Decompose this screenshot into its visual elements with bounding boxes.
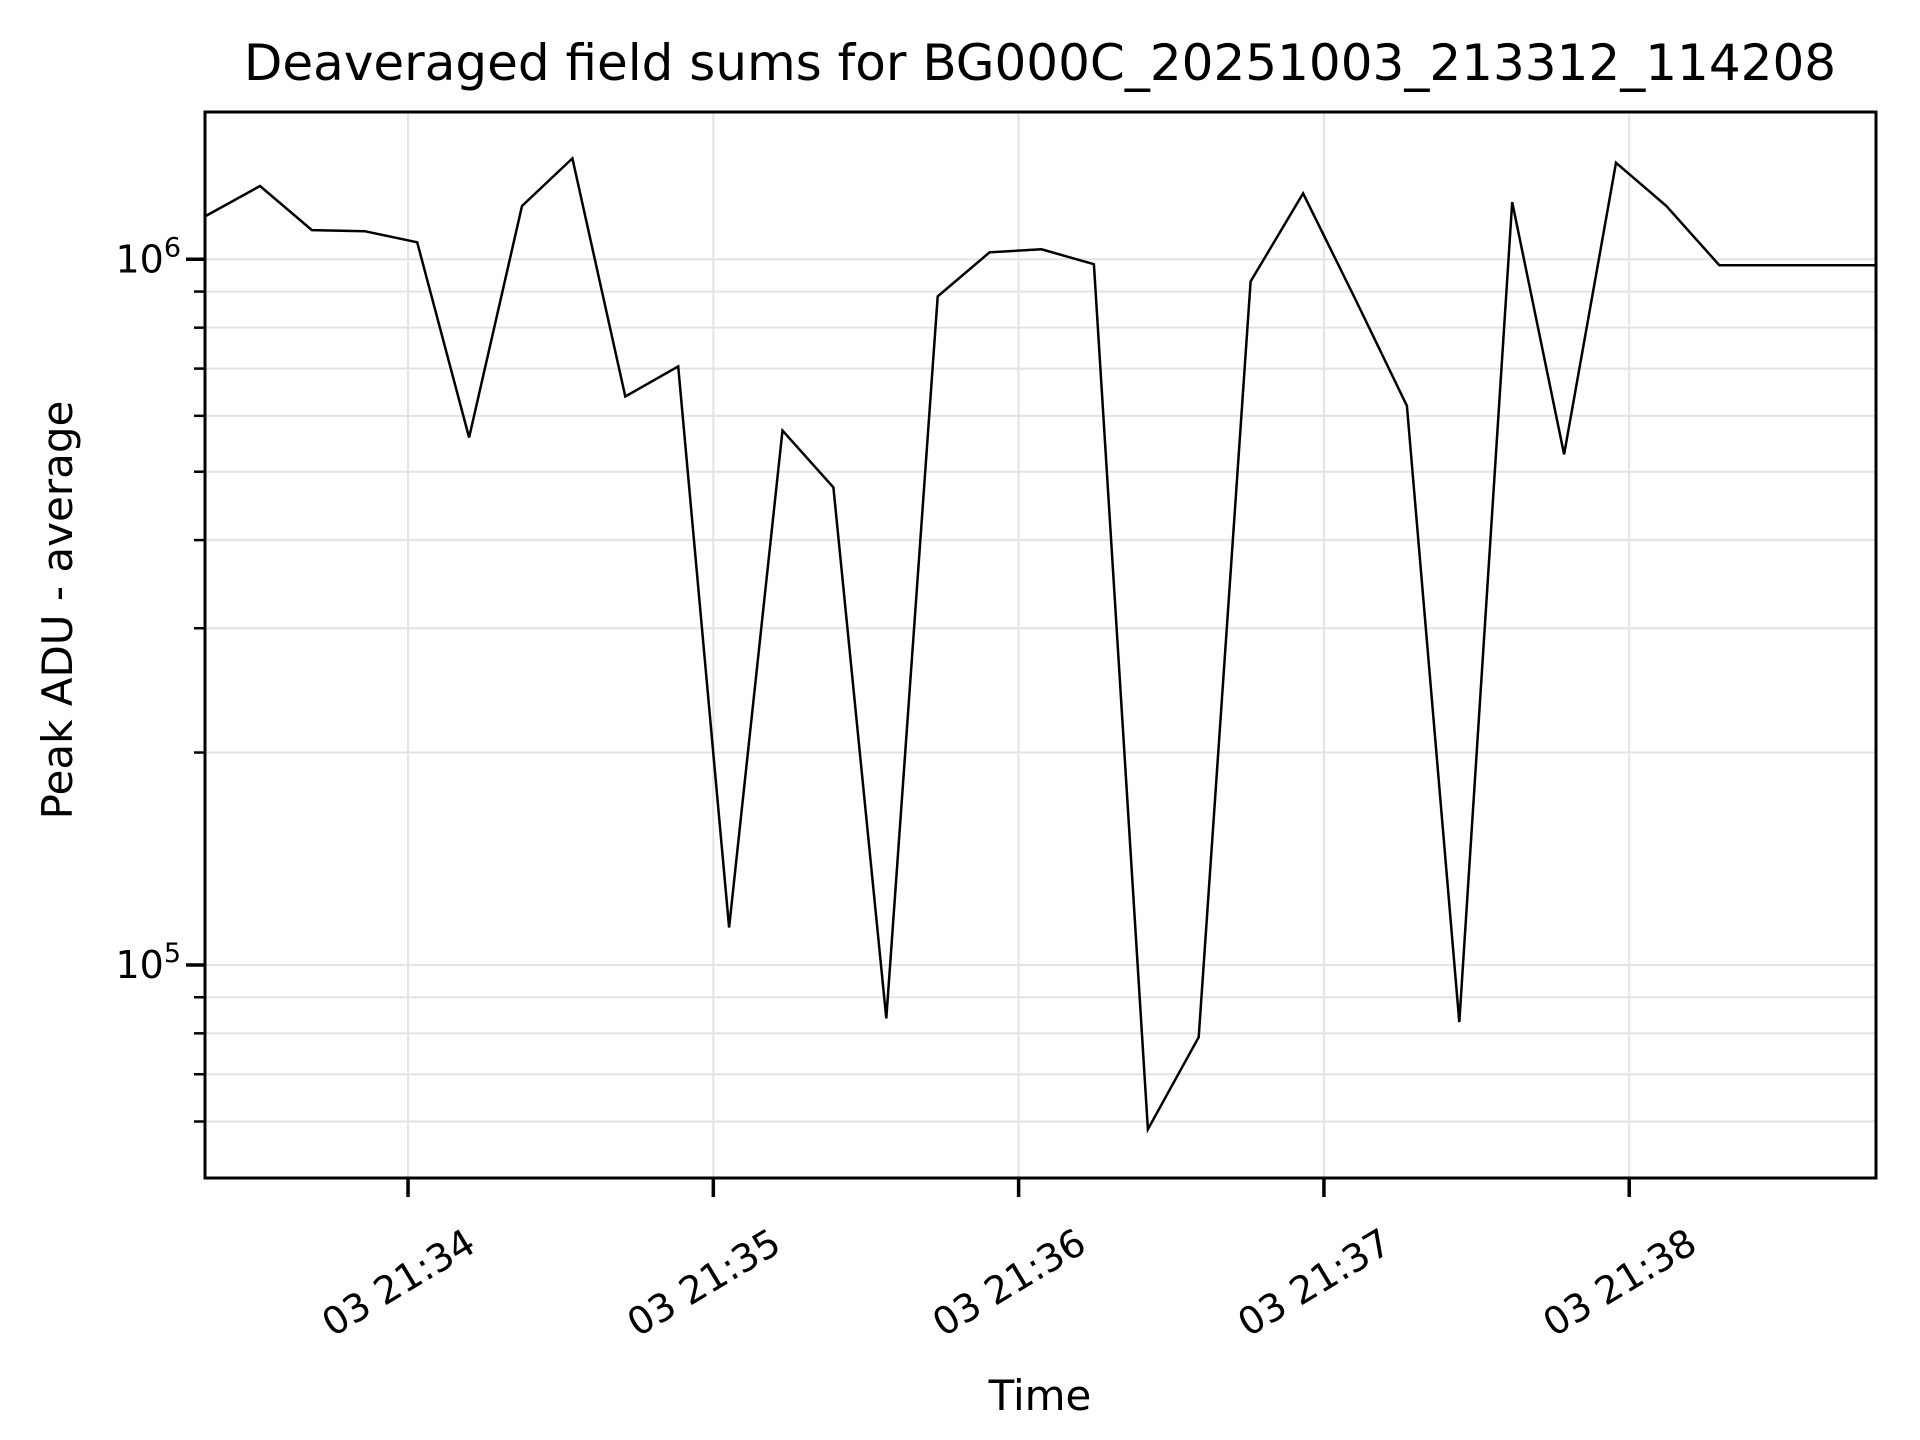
x-tick-label: 03 21:36	[925, 1220, 1093, 1345]
chart-title: Deaveraged field sums for BG000C_2025100…	[244, 34, 1836, 92]
y-axis-label: Peak ADU - average	[33, 401, 82, 820]
series-line	[204, 155, 1876, 1134]
x-tick-label: 03 21:38	[1536, 1220, 1704, 1345]
y-tick-label: 106	[115, 232, 181, 281]
x-tick-label: 03 21:34	[314, 1220, 482, 1345]
y-tick-label: 105	[115, 938, 181, 987]
line-layer	[204, 155, 1876, 1134]
tick-layer	[186, 257, 1631, 1197]
grid-layer	[205, 112, 1876, 1178]
x-tick-label: 03 21:37	[1230, 1220, 1398, 1345]
plot-frame	[203, 110, 1878, 1180]
x-tick-label: 03 21:35	[620, 1220, 788, 1345]
x-axis-label: Time	[988, 1371, 1092, 1420]
